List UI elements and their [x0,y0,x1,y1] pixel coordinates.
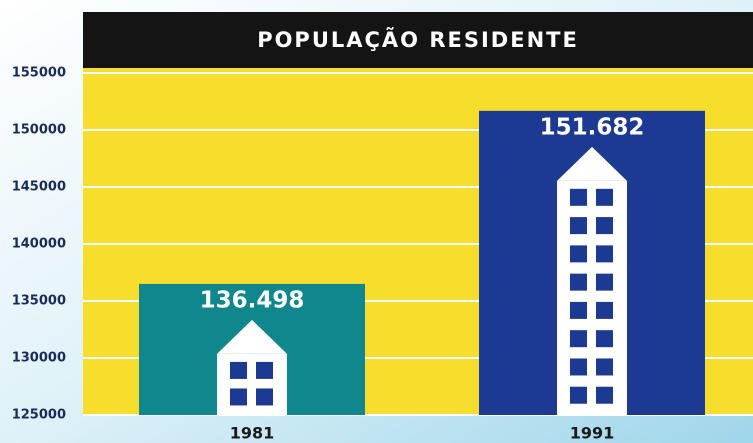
y-tick-label: 140000 [12,237,66,252]
window [596,358,613,376]
window [256,388,273,406]
window [570,358,587,376]
window [596,188,613,206]
value-label: 136.498 [200,287,305,313]
window [596,273,613,291]
window [230,388,247,406]
window [570,273,587,291]
window [596,330,613,348]
house-body [557,180,627,415]
window [570,301,587,319]
title-banner [83,12,753,68]
y-tick-label: 155000 [12,66,66,81]
window [570,217,587,235]
y-tick-label: 125000 [12,408,66,423]
window [596,217,613,235]
y-tick-label: 145000 [12,180,66,195]
house-body [217,353,287,415]
window [570,386,587,404]
window [230,361,247,379]
window [256,361,273,379]
window [570,245,587,263]
x-tick-label: 1991 [570,424,615,443]
x-tick-label: 1981 [230,424,275,443]
value-label: 151.682 [540,114,645,140]
window [596,386,613,404]
house-roof [217,319,287,354]
y-tick-label: 130000 [12,351,66,366]
window [570,188,587,206]
window [570,330,587,348]
chart-title: POPULAÇÃO RESIDENTE [257,27,579,52]
y-tick-label: 135000 [12,294,66,309]
house-roof [557,146,627,181]
window [596,301,613,319]
y-tick-label: 150000 [12,123,66,138]
window [596,245,613,263]
